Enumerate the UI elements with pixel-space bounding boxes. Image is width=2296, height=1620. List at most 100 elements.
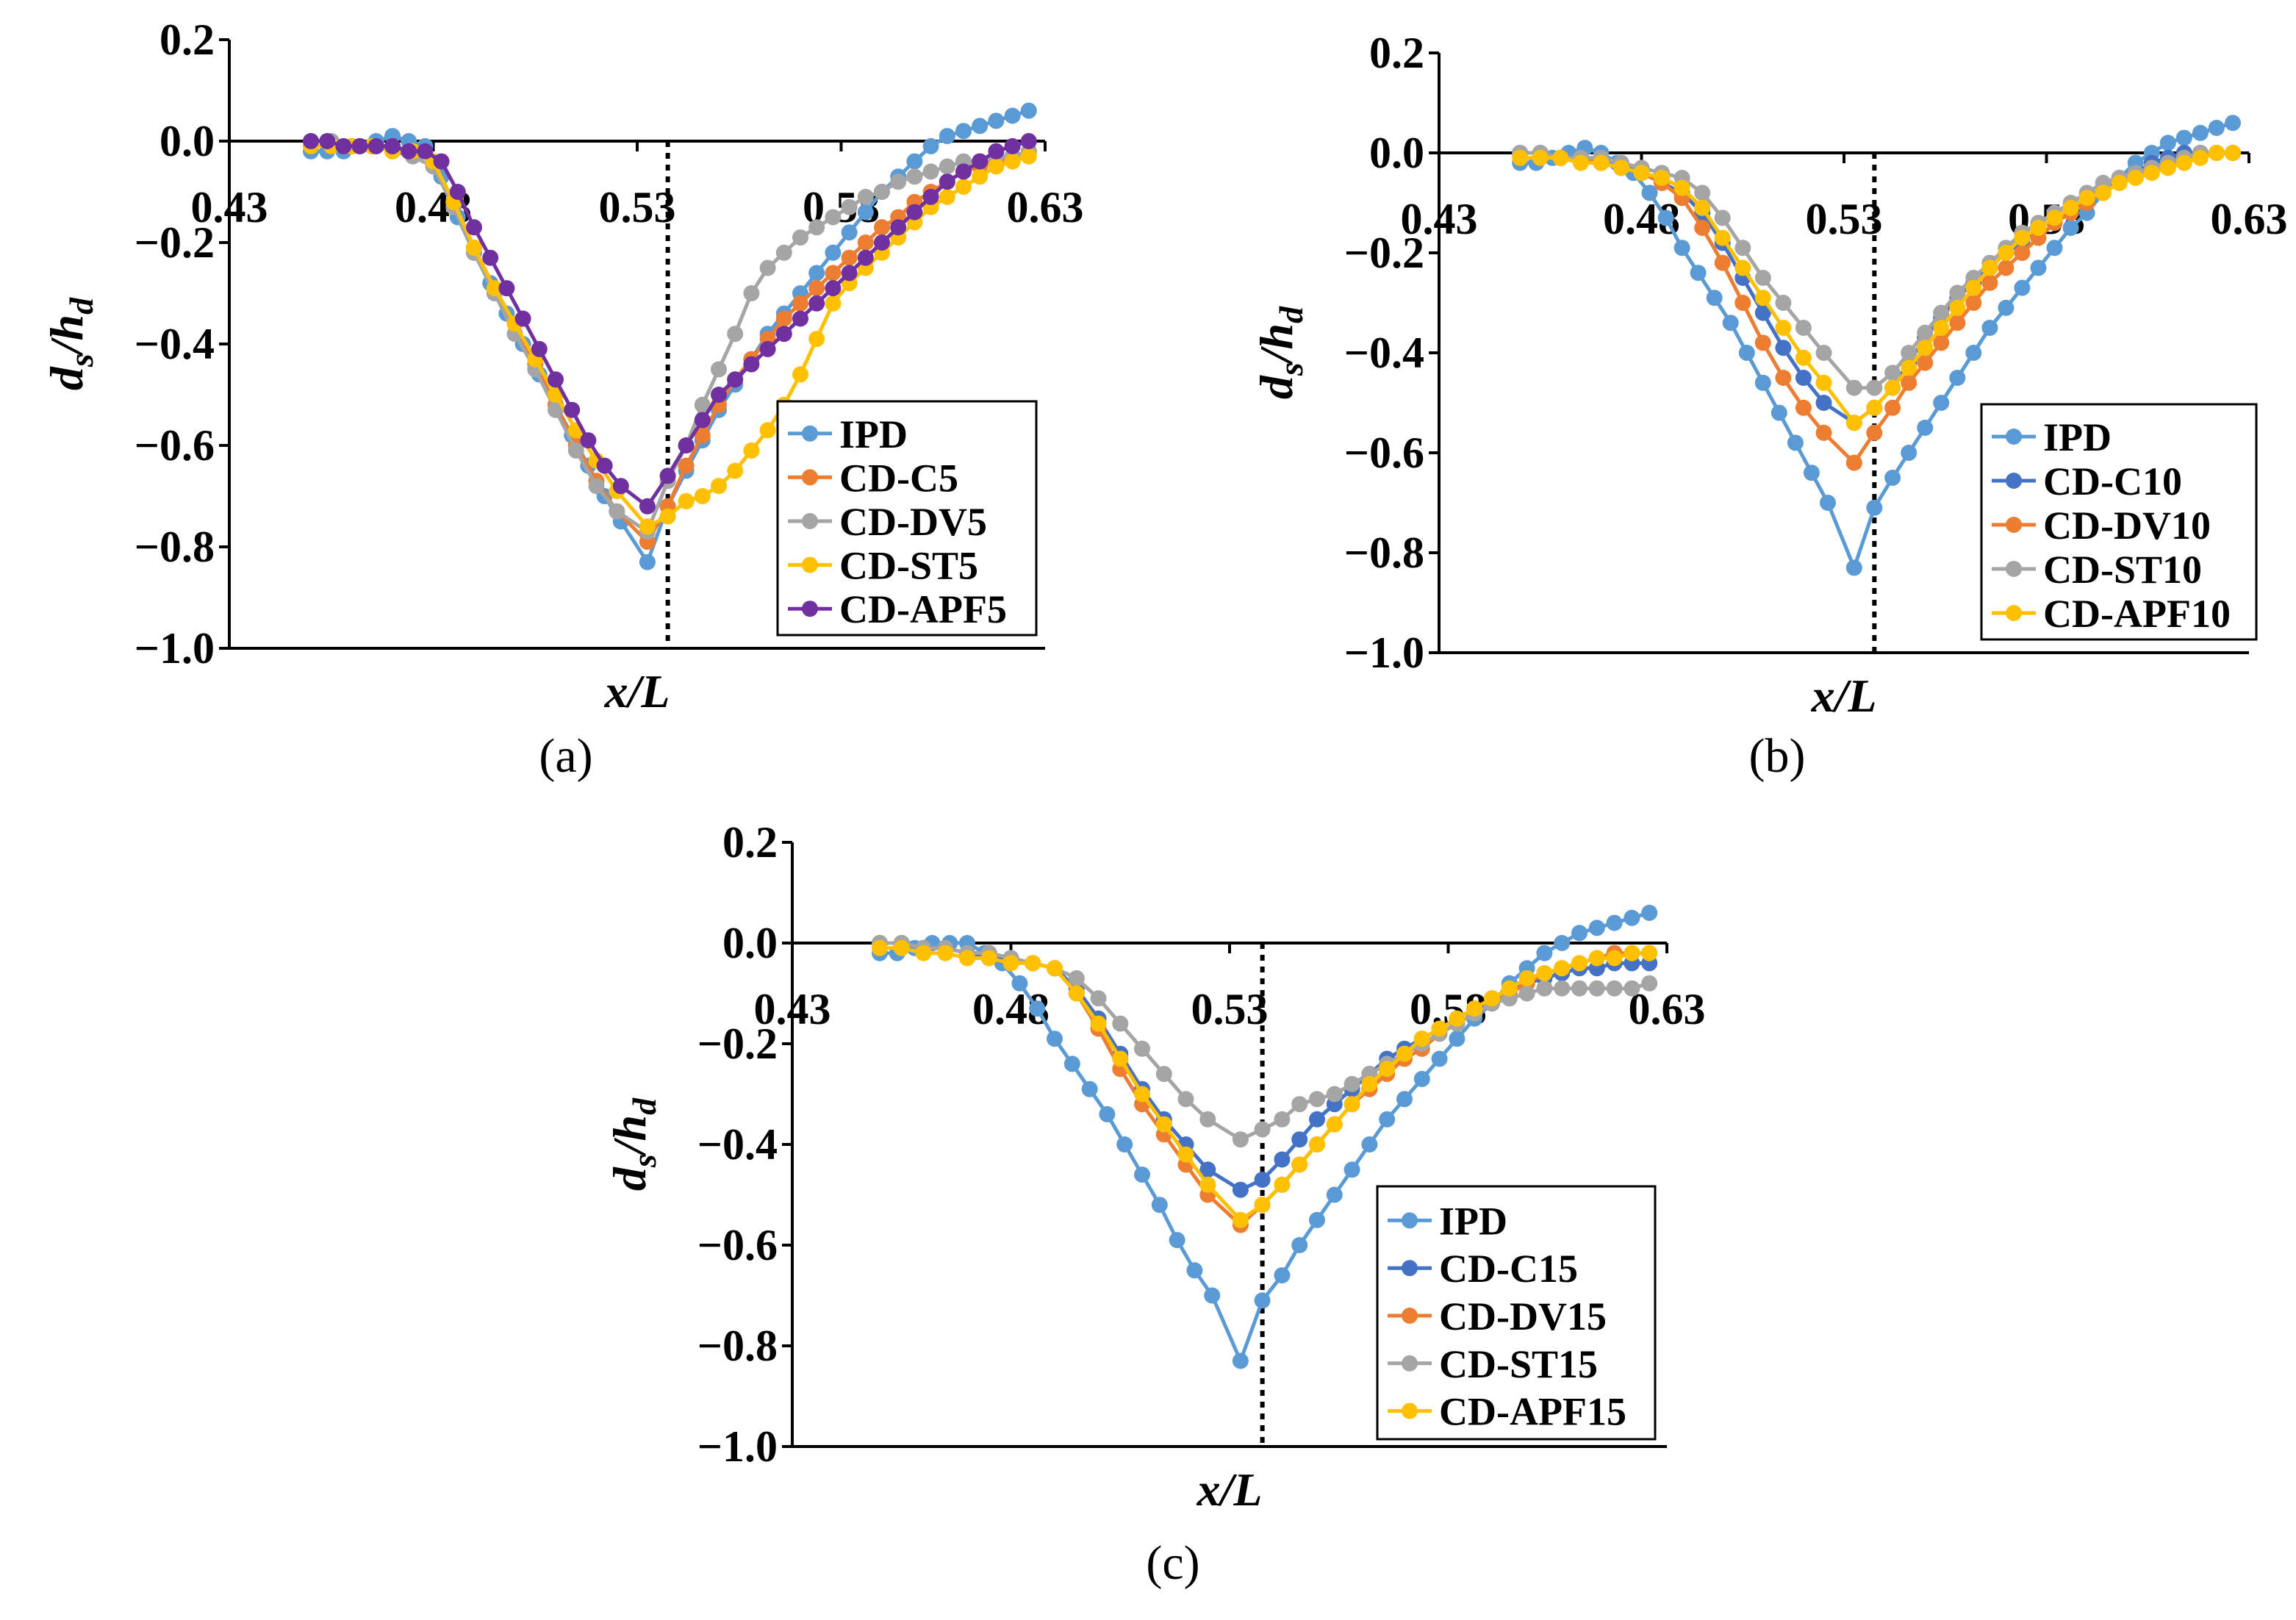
data-point (893, 939, 910, 956)
y-tick-label: −0.4 (134, 320, 215, 368)
legend-label: CD-DV5 (839, 500, 987, 544)
y-tick-label: −0.2 (134, 218, 215, 267)
data-point (1090, 990, 1107, 1007)
data-point (1134, 1040, 1150, 1057)
data-point (401, 143, 417, 160)
data-point (1518, 985, 1535, 1002)
data-point (1536, 965, 1553, 982)
data-point (1998, 259, 2015, 276)
data-point (1884, 470, 1901, 486)
data-point (1186, 1262, 1203, 1279)
data-point (2014, 229, 2031, 246)
data-point (2208, 120, 2225, 136)
data-point (678, 457, 695, 474)
data-point (1501, 980, 1518, 997)
data-point (1998, 299, 2015, 316)
data-point (1795, 320, 1812, 336)
data-point (659, 467, 676, 484)
legend-label: CD-C10 (2043, 459, 2182, 503)
data-point (1291, 1237, 1308, 1253)
data-point (1396, 1045, 1413, 1062)
y-tick-label: −0.4 (1344, 329, 1424, 377)
y-tick-label: −0.6 (1344, 429, 1424, 477)
data-point (1845, 379, 1862, 396)
data-point (1068, 985, 1085, 1002)
data-point (1606, 950, 1623, 967)
data-point (711, 478, 727, 495)
data-point (1063, 1055, 1080, 1072)
series-cd-apf15 (872, 939, 1658, 1228)
data-point (775, 244, 792, 261)
data-point (857, 204, 874, 221)
data-point (825, 280, 842, 297)
data-point (727, 371, 744, 388)
data-point (1169, 1232, 1185, 1249)
data-point (514, 310, 531, 327)
data-point (808, 295, 825, 312)
data-point (841, 224, 858, 241)
data-point (955, 179, 972, 196)
data-point (2062, 199, 2079, 216)
data-point (694, 427, 711, 444)
data-point (694, 488, 711, 504)
data-point (939, 188, 955, 205)
data-point (1155, 1066, 1172, 1083)
series-line (311, 144, 1030, 529)
data-point (1754, 374, 1771, 391)
data-point (1901, 359, 1917, 376)
data-point (939, 173, 955, 190)
data-point (939, 128, 955, 145)
legend-label: CD-APF10 (2043, 592, 2231, 636)
data-point (609, 503, 625, 520)
data-point (759, 422, 776, 439)
data-point (678, 437, 695, 454)
data-point (1309, 1111, 1325, 1128)
data-point (890, 173, 907, 190)
data-point (1734, 240, 1751, 257)
legend-swatch-marker (802, 513, 818, 529)
data-point (2014, 245, 2031, 261)
data-point (857, 234, 874, 251)
legend-box (776, 400, 1038, 637)
data-point (1484, 990, 1500, 1007)
data-point (1020, 148, 1037, 165)
data-point (972, 118, 989, 135)
series-line (880, 941, 1650, 1142)
data-point (808, 219, 825, 236)
data-point (1933, 334, 1950, 351)
data-point (1917, 354, 1934, 371)
data-point (980, 950, 997, 967)
data-point (1588, 920, 1605, 936)
data-point (486, 280, 503, 297)
data-point (1884, 399, 1901, 416)
data-point (711, 361, 727, 378)
data-point (906, 204, 923, 221)
legend-swatch-marker (1402, 1260, 1418, 1277)
data-point (1020, 102, 1037, 119)
data-point (906, 153, 923, 170)
legend-swatch-marker (2006, 517, 2022, 533)
data-point (498, 280, 515, 297)
data-point (417, 143, 434, 160)
data-point (1512, 149, 1529, 166)
panel-caption: (b) (1749, 729, 1806, 783)
y-tick-label: 0.2 (159, 15, 215, 64)
data-point (1933, 304, 1950, 321)
data-point (2192, 149, 2209, 166)
data-point (988, 158, 1005, 175)
y-tick-label: −0.8 (697, 1322, 778, 1370)
data-point (2208, 145, 2225, 161)
data-point (1134, 1166, 1150, 1183)
data-point (1866, 424, 1883, 441)
y-tick-label: 0.2 (1369, 29, 1424, 77)
data-point (1734, 295, 1751, 311)
data-point (792, 295, 808, 312)
data-point (1949, 315, 1966, 331)
data-point (466, 239, 482, 256)
data-point (433, 153, 450, 170)
data-point (2030, 220, 2047, 236)
x-tick-label: 0.63 (1007, 183, 1084, 232)
legend-label: CD-APF5 (839, 587, 1007, 631)
data-point (906, 168, 923, 185)
data-point (2046, 209, 2063, 226)
